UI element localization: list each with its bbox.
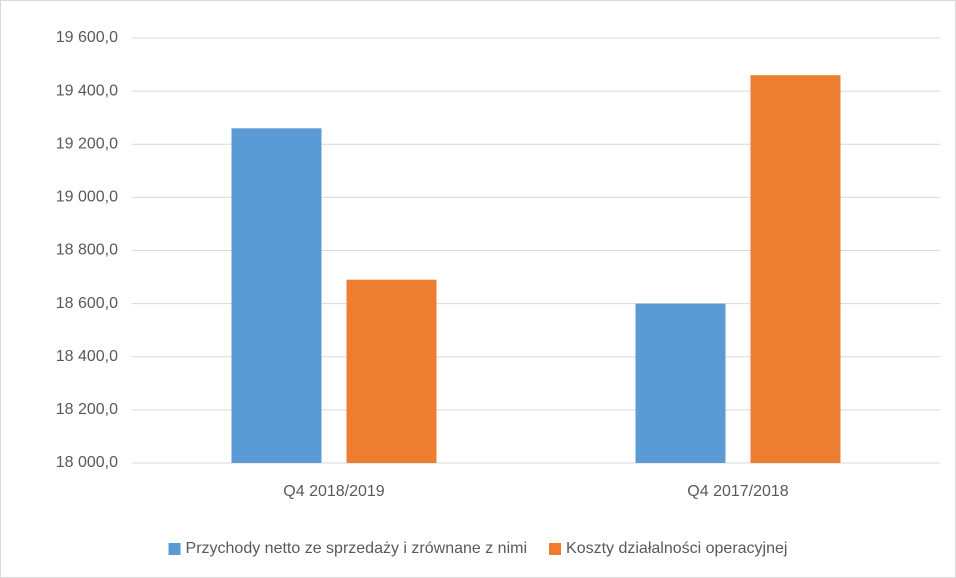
bar: [750, 75, 841, 463]
y-tick-label: 18 400,0: [56, 348, 118, 365]
y-tick-label: 18 600,0: [56, 295, 118, 312]
bar: [346, 279, 437, 463]
legend-swatch: [168, 543, 181, 555]
y-tick-label: 18 800,0: [56, 242, 118, 259]
legend-label: Przychody netto ze sprzedaży i zrównane …: [186, 540, 527, 557]
legend-swatch: [549, 543, 562, 555]
y-tick-label: 18 200,0: [56, 401, 118, 418]
y-tick-label: 19 600,0: [56, 29, 118, 46]
bar: [635, 303, 726, 463]
x-tick-label: Q4 2017/2018: [687, 483, 789, 500]
y-tick-label: 19 200,0: [56, 135, 118, 152]
x-tick-label: Q4 2018/2019: [283, 483, 385, 500]
y-tick-label: 19 000,0: [56, 189, 118, 206]
bar: [231, 128, 322, 463]
y-tick-label: 19 400,0: [56, 82, 118, 99]
legend-label: Koszty działalności operacyjnej: [566, 540, 787, 557]
y-tick-label: 18 000,0: [56, 454, 118, 471]
